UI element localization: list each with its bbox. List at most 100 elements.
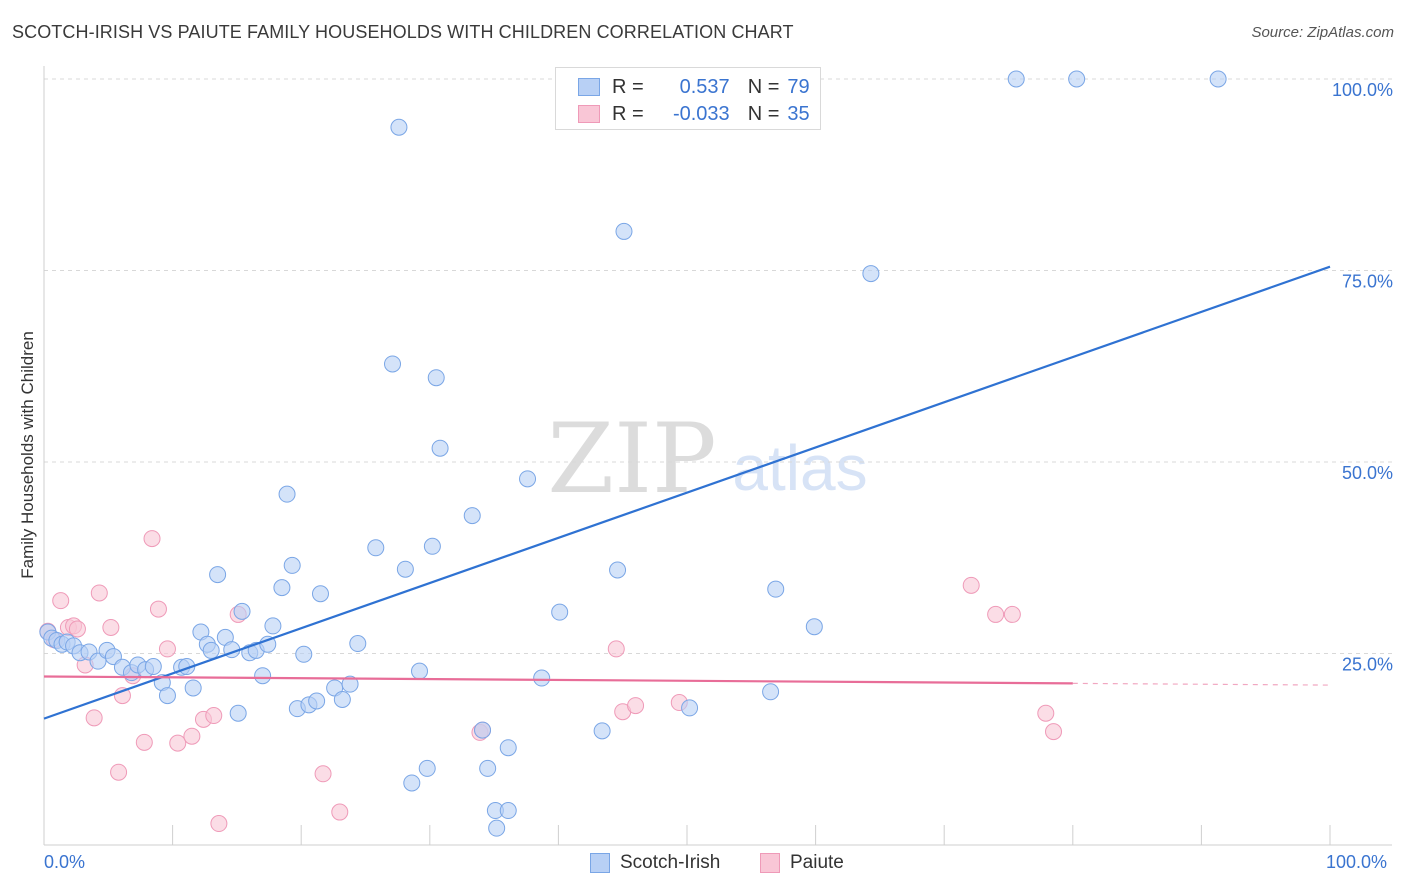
legend-swatch-blue bbox=[590, 853, 610, 873]
scotch-irish-point bbox=[254, 667, 272, 685]
legend-row-scotch-irish: R = 0.537 N = 79 bbox=[556, 73, 810, 101]
watermark-atlas: atlas bbox=[732, 432, 867, 504]
paiute-point bbox=[102, 618, 120, 636]
scotch-irish-point bbox=[390, 118, 408, 136]
source-label: Source: ZipAtlas.com bbox=[1251, 24, 1394, 41]
paiute-trend-line bbox=[43, 675, 1073, 685]
paiute-point bbox=[158, 640, 176, 658]
scotch-irish-point bbox=[403, 774, 421, 792]
legend-r-label: R = bbox=[612, 75, 644, 98]
scotch-irish-point bbox=[233, 602, 251, 620]
legend-row-paiute: R = -0.033 N = 35 bbox=[556, 100, 810, 128]
paiute-point bbox=[1045, 723, 1063, 741]
legend-n-label: N = bbox=[747, 102, 780, 125]
scotch-irish-point bbox=[423, 537, 441, 555]
x-tick-label-max: 100.0% bbox=[1326, 852, 1388, 872]
scotch-irish-point bbox=[479, 759, 497, 777]
scotch-irish-point bbox=[1068, 70, 1086, 88]
paiute-point bbox=[210, 815, 228, 833]
scotch-irish-point bbox=[295, 645, 313, 663]
paiute-point bbox=[205, 707, 223, 725]
correlation-legend: R = 0.537 N = 79 R = -0.033 N = 35 bbox=[555, 67, 821, 130]
legend-label-paiute: Paiute bbox=[790, 852, 844, 873]
legend-swatch-blue bbox=[578, 78, 600, 96]
watermark-zip: ZIP bbox=[547, 403, 716, 515]
paiute-point bbox=[627, 697, 645, 715]
scotch-irish-point bbox=[144, 658, 162, 676]
scotch-irish-point bbox=[202, 641, 220, 659]
scotch-irish-point bbox=[264, 617, 282, 635]
paiute-point bbox=[314, 765, 332, 783]
paiute-point bbox=[85, 709, 103, 727]
scotch-irish-point bbox=[209, 566, 227, 584]
scotch-irish-point bbox=[762, 683, 780, 701]
scotch-irish-point bbox=[384, 355, 402, 373]
scotch-irish-point bbox=[158, 687, 176, 705]
scotch-irish-point bbox=[418, 759, 436, 777]
scotch-irish-point bbox=[311, 585, 329, 603]
legend-item-paiute: Paiute bbox=[760, 852, 844, 874]
scotch-irish-point bbox=[593, 722, 611, 740]
scotch-irish-point bbox=[499, 739, 517, 757]
legend-item-scotch-irish: Scotch-Irish bbox=[590, 852, 720, 874]
paiute-point bbox=[135, 733, 153, 751]
legend-r-value: 0.537 bbox=[679, 75, 730, 98]
y-tick-label: 100.0% bbox=[1332, 80, 1393, 100]
paiute-point bbox=[149, 600, 167, 618]
scotch-irish-point bbox=[488, 819, 506, 837]
scotch-irish-point bbox=[411, 662, 429, 680]
paiute-point bbox=[331, 803, 349, 821]
paiute-point bbox=[183, 727, 201, 745]
y-tick-label: 50.0% bbox=[1342, 463, 1393, 483]
scotch-irish-point bbox=[333, 690, 351, 708]
series-legend: Scotch-Irish Paiute bbox=[0, 852, 1406, 878]
scotch-irish-trend-line bbox=[43, 265, 1331, 720]
legend-label-scotch-irish: Scotch-Irish bbox=[620, 852, 721, 873]
paiute-point bbox=[90, 584, 108, 602]
legend-r-value: -0.033 bbox=[672, 102, 730, 125]
scotch-irish-point bbox=[273, 579, 291, 597]
y-tick-label: 75.0% bbox=[1342, 272, 1393, 292]
paiute-point bbox=[52, 592, 70, 610]
paiute-point bbox=[143, 530, 161, 548]
scotch-irish-point bbox=[805, 618, 823, 636]
scotch-irish-point bbox=[367, 539, 385, 557]
scotch-irish-point bbox=[551, 603, 569, 621]
scotch-irish-point bbox=[463, 507, 481, 525]
paiute-point bbox=[962, 576, 980, 594]
scotch-irish-point bbox=[278, 485, 296, 503]
chart-title: SCOTCH-IRISH VS PAIUTE FAMILY HOUSEHOLDS… bbox=[12, 22, 794, 42]
scotch-irish-point bbox=[431, 439, 449, 457]
legend-swatch-pink bbox=[760, 853, 780, 873]
scotch-irish-point bbox=[615, 222, 633, 240]
legend-swatch-pink bbox=[578, 105, 600, 123]
legend-n-value: 35 bbox=[787, 102, 810, 125]
scotch-irish-point bbox=[1007, 70, 1025, 88]
paiute-point bbox=[169, 734, 187, 752]
x-tick-label-min: 0.0% bbox=[44, 852, 86, 872]
legend-n-label: N = bbox=[747, 75, 780, 98]
scotch-irish-point bbox=[609, 561, 627, 579]
scotch-irish-point bbox=[308, 692, 326, 710]
scotch-irish-point bbox=[427, 369, 445, 387]
paiute-point bbox=[987, 605, 1005, 623]
scotch-irish-point bbox=[283, 556, 301, 574]
scotch-irish-point bbox=[396, 560, 414, 578]
scotch-irish-point bbox=[1209, 70, 1227, 88]
scotch-irish-point bbox=[341, 675, 359, 693]
paiute-point bbox=[110, 763, 128, 781]
scotch-irish-point bbox=[474, 721, 492, 739]
legend-r-label: R = bbox=[612, 102, 644, 125]
scotch-irish-point bbox=[519, 470, 537, 488]
scotch-irish-point bbox=[184, 679, 202, 697]
scotch-irish-point bbox=[349, 635, 367, 653]
scotch-irish-point bbox=[499, 802, 517, 820]
paiute-point bbox=[1003, 605, 1021, 623]
y-tick-label: 25.0% bbox=[1342, 655, 1393, 675]
legend-n-value: 79 bbox=[787, 75, 810, 98]
scotch-irish-point bbox=[533, 669, 551, 687]
scotch-irish-point bbox=[229, 704, 247, 722]
paiute-point bbox=[607, 640, 625, 658]
scotch-irish-point bbox=[681, 699, 699, 717]
